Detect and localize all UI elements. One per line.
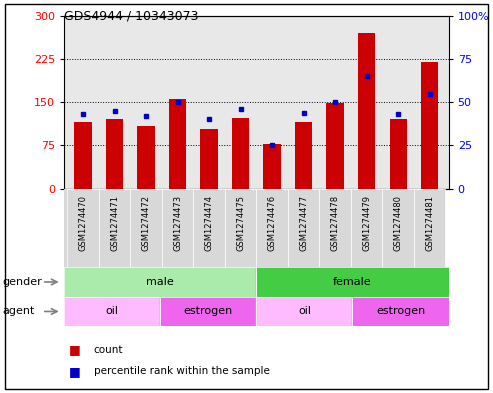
Bar	[64, 297, 160, 326]
Bar	[358, 33, 375, 189]
Text: gender: gender	[2, 277, 42, 287]
Bar	[352, 297, 449, 326]
Bar	[64, 267, 256, 297]
Bar	[352, 297, 449, 326]
Text: GSM1274481: GSM1274481	[425, 195, 434, 251]
Bar	[130, 189, 162, 267]
Text: GSM1274475: GSM1274475	[236, 195, 245, 251]
Text: female: female	[333, 277, 372, 287]
Bar	[160, 297, 256, 326]
Text: male: male	[146, 277, 174, 287]
Text: GSM1274472: GSM1274472	[141, 195, 150, 251]
Bar	[326, 103, 344, 189]
Bar	[99, 189, 130, 267]
Bar	[225, 189, 256, 267]
Bar	[389, 119, 407, 189]
Text: percentile rank within the sample: percentile rank within the sample	[94, 366, 270, 376]
Bar	[421, 62, 438, 189]
Bar	[201, 129, 218, 189]
Bar	[64, 297, 160, 326]
Bar	[351, 189, 383, 267]
Text: agent: agent	[2, 307, 35, 316]
Bar	[256, 189, 288, 267]
Bar	[288, 189, 319, 267]
Bar	[256, 297, 352, 326]
Text: oil: oil	[106, 307, 119, 316]
Bar	[64, 267, 256, 297]
Text: estrogen: estrogen	[184, 307, 233, 316]
Text: oil: oil	[298, 307, 311, 316]
Text: GSM1274476: GSM1274476	[268, 195, 277, 251]
Text: GSM1274470: GSM1274470	[78, 195, 87, 251]
Bar	[256, 267, 449, 297]
Text: GSM1274479: GSM1274479	[362, 195, 371, 251]
Text: GDS4944 / 10343073: GDS4944 / 10343073	[64, 10, 199, 23]
Bar	[169, 99, 186, 189]
Bar	[162, 189, 193, 267]
Bar	[74, 122, 92, 189]
Text: estrogen: estrogen	[376, 307, 425, 316]
Text: ■: ■	[69, 343, 81, 356]
Bar	[106, 119, 123, 189]
Text: GSM1274473: GSM1274473	[173, 195, 182, 251]
Text: GSM1274474: GSM1274474	[205, 195, 213, 251]
Text: GSM1274477: GSM1274477	[299, 195, 308, 251]
Bar	[319, 189, 351, 267]
Bar	[383, 189, 414, 267]
Bar	[138, 127, 155, 189]
Text: count: count	[94, 345, 123, 355]
Bar	[256, 267, 449, 297]
Bar	[263, 144, 281, 189]
Text: GSM1274478: GSM1274478	[331, 195, 340, 251]
Text: ■: ■	[69, 365, 81, 378]
Text: GSM1274471: GSM1274471	[110, 195, 119, 251]
Text: GSM1274480: GSM1274480	[394, 195, 403, 251]
Bar	[160, 297, 256, 326]
Bar	[193, 189, 225, 267]
Bar	[414, 189, 446, 267]
Bar	[67, 189, 99, 267]
Bar	[295, 122, 312, 189]
Bar	[256, 297, 352, 326]
Bar	[232, 118, 249, 189]
